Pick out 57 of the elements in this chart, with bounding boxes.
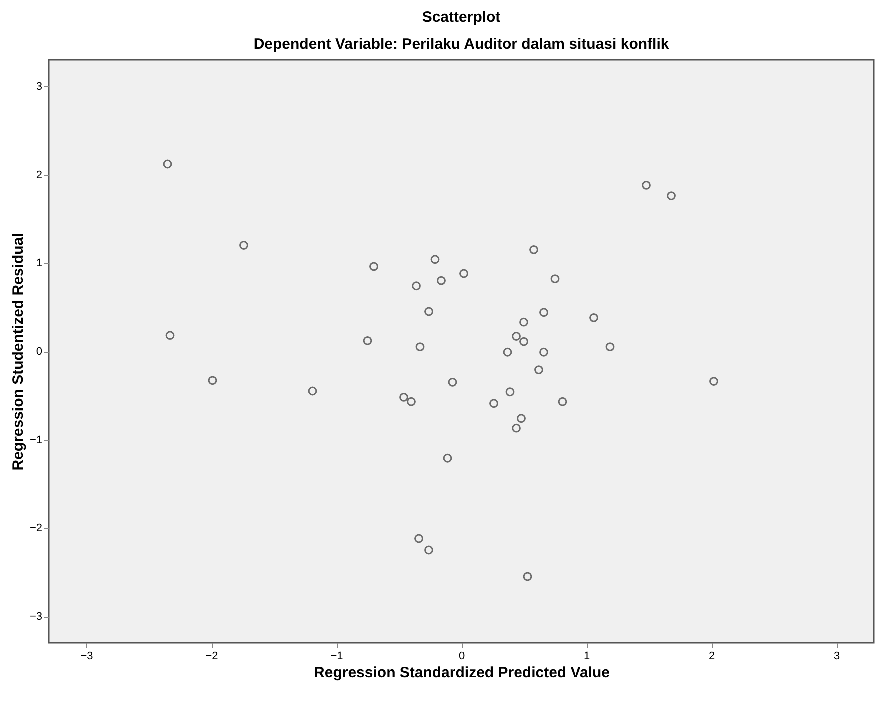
x-axis-title: Regression Standardized Predicted Value [314, 664, 610, 682]
point [710, 377, 718, 386]
point [363, 336, 372, 346]
x-tick-label: −1 [330, 650, 344, 662]
x-tick-label: −2 [206, 650, 218, 662]
point [517, 414, 526, 424]
y-tick-label: −3 [30, 611, 42, 623]
point [550, 274, 560, 284]
y-tick-label: −2 [30, 522, 42, 535]
point [540, 348, 548, 357]
point [642, 180, 651, 190]
point [424, 546, 434, 555]
point [407, 397, 416, 406]
point [523, 572, 532, 582]
point [534, 366, 544, 374]
point [606, 342, 615, 352]
point [448, 378, 458, 387]
point [460, 269, 468, 278]
y-tick-label: 0 [36, 346, 42, 358]
point [520, 318, 528, 327]
chart-title: Scatterplot [422, 9, 501, 26]
x-tick-label: 3 [834, 650, 840, 662]
point [667, 192, 676, 200]
x-tick-label: 1 [584, 650, 590, 662]
x-tick-label: −3 [80, 650, 94, 662]
x-tick-label: 0 [458, 650, 466, 662]
point [490, 399, 498, 408]
point [414, 534, 424, 544]
y-tick-label: −1 [30, 434, 42, 446]
point [370, 262, 378, 272]
y-tick-label: 3 [36, 81, 42, 93]
y-tick-label: 1 [36, 258, 42, 270]
point [240, 241, 248, 250]
point [503, 348, 512, 357]
point [443, 454, 452, 463]
y-tick-label: 2 [36, 169, 42, 182]
point [412, 282, 421, 291]
x-tick-label: 2 [708, 650, 716, 662]
point [166, 331, 175, 340]
point [308, 386, 318, 396]
point [558, 397, 568, 406]
point [540, 308, 548, 318]
point [506, 388, 515, 397]
chart-subtitle: Dependent Variable: Perilaku Auditor dalam situasi konflik [254, 36, 670, 53]
point [590, 313, 598, 322]
point [208, 376, 218, 386]
point [424, 307, 434, 316]
point [512, 424, 521, 433]
point [430, 255, 440, 264]
point [530, 245, 538, 254]
point [400, 392, 408, 402]
point [437, 276, 446, 286]
point [512, 332, 521, 341]
point [416, 342, 425, 352]
point [163, 160, 172, 169]
point [520, 337, 528, 346]
y-axis-title: Regression Studentized Residual [10, 233, 27, 471]
